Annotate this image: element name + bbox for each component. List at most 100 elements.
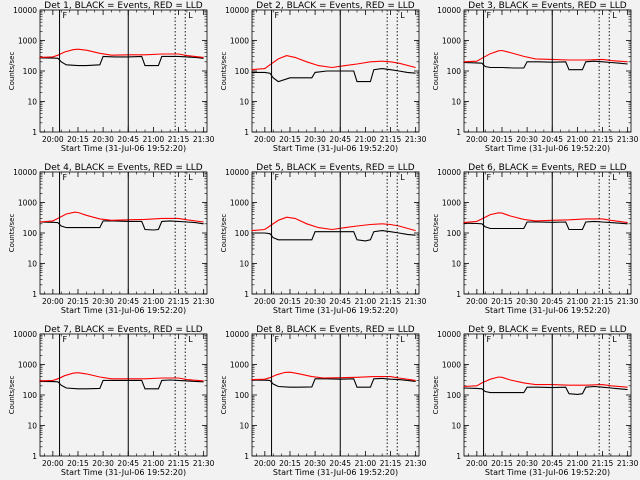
panel-det-7: Det 7, BLACK = Events, RED = LLD 1 10 100 10… — [8, 325, 215, 477]
y-tick-label: 1000 — [442, 37, 461, 46]
x-tick-label: 20:30 — [304, 459, 326, 468]
series-line-events — [39, 55, 204, 67]
x-axis-label: Start Time (31-Jul-06 19:52:20) — [485, 306, 610, 315]
x-tick-label: 21:15 — [592, 135, 614, 144]
x-tick-label: 21:15 — [592, 297, 614, 306]
marker-label: L — [188, 335, 193, 344]
x-tick-label: 20:00 — [254, 297, 276, 306]
panel-title: Det 9, BLACK = Events, RED = LLD — [468, 325, 627, 335]
series-line-lld — [39, 211, 204, 223]
x-tick-label: 20:45 — [541, 459, 563, 468]
y-tick-label: 100 — [23, 229, 38, 238]
x-tick-label: 21:00 — [567, 297, 589, 306]
x-tick-label: 21:30 — [405, 297, 427, 306]
x-tick-label: 20:00 — [466, 135, 488, 144]
y-tick-label: 10000 — [225, 168, 249, 177]
y-tick-label: 1000 — [18, 199, 37, 208]
x-tick-label: 20:00 — [466, 459, 488, 468]
x-tick-label: 20:45 — [117, 135, 139, 144]
marker-label: L — [612, 11, 617, 20]
series-line-lld — [463, 376, 628, 388]
y-tick-label: 10 — [239, 422, 249, 431]
panel-det-4: Det 4, BLACK = Events, RED = LLD 1 10 100 10… — [8, 163, 215, 315]
panel-title: Det 4, BLACK = Events, RED = LLD — [44, 163, 203, 173]
x-tick-label: 20:00 — [42, 135, 64, 144]
marker-label: L — [612, 173, 617, 182]
series-line-lld — [39, 372, 204, 382]
y-tick-label: 10000 — [13, 6, 37, 15]
panel-title: Det 5, BLACK = Events, RED = LLD — [256, 163, 415, 173]
y-axis-label: Counts/sec — [220, 52, 228, 91]
x-tick-label: 21:00 — [355, 297, 377, 306]
panel-det-5: Det 5, BLACK = Events, RED = LLD 1 10 100 10… — [220, 163, 427, 315]
y-tick-label: 10 — [451, 260, 461, 269]
y-tick-label: 10 — [451, 98, 461, 107]
x-tick-label: 20:45 — [541, 135, 563, 144]
y-tick-label: 1 — [244, 290, 249, 299]
y-tick-label: 1 — [456, 290, 461, 299]
plot-frame — [39, 171, 208, 295]
x-tick-label: 20:15 — [67, 459, 89, 468]
x-tick-label: 21:00 — [143, 297, 165, 306]
plot-frame — [251, 333, 420, 457]
y-tick-label: 100 — [447, 229, 462, 238]
x-tick-label: 21:30 — [617, 135, 639, 144]
x-tick-label: 20:15 — [491, 459, 513, 468]
y-tick-label: 10 — [27, 98, 37, 107]
x-tick-label: 20:45 — [329, 459, 351, 468]
y-axis-label: Counts/sec — [8, 376, 16, 415]
series-line-events — [251, 68, 416, 83]
series-line-events — [463, 220, 628, 231]
plot-frame — [39, 333, 208, 457]
x-tick-label: 20:45 — [329, 297, 351, 306]
series-line-lld — [251, 216, 416, 232]
y-tick-label: 100 — [235, 229, 250, 238]
series-line-lld — [251, 55, 416, 71]
panel-det-2: Det 2, BLACK = Events, RED = LLD 1 10 100 10… — [220, 1, 427, 153]
series-line-events — [251, 377, 416, 388]
y-tick-label: 10000 — [225, 330, 249, 339]
x-tick-label: 20:30 — [516, 459, 538, 468]
series-line-lld — [463, 212, 628, 224]
y-tick-label: 1 — [244, 128, 249, 137]
x-tick-label: 20:30 — [516, 297, 538, 306]
x-tick-label: 20:30 — [516, 135, 538, 144]
series-line-events — [463, 60, 628, 71]
marker-label: L — [400, 335, 405, 344]
y-axis-label: Counts/sec — [432, 52, 440, 91]
y-tick-label: 1000 — [442, 361, 461, 370]
x-tick-label: 21:00 — [143, 135, 165, 144]
panel-title: Det 3, BLACK = Events, RED = LLD — [468, 1, 627, 11]
series-line-lld — [39, 48, 204, 58]
y-tick-label: 10 — [27, 260, 37, 269]
x-tick-label: 21:15 — [168, 135, 190, 144]
x-tick-label: 20:15 — [279, 135, 301, 144]
y-tick-label: 1 — [244, 452, 249, 461]
x-tick-label: 21:00 — [355, 459, 377, 468]
panel-title: Det 2, BLACK = Events, RED = LLD — [256, 1, 415, 11]
y-axis-label: Counts/sec — [220, 214, 228, 253]
x-tick-label: 21:00 — [567, 459, 589, 468]
x-tick-label: 21:15 — [380, 459, 402, 468]
x-tick-label: 21:15 — [168, 297, 190, 306]
x-tick-label: 21:30 — [617, 459, 639, 468]
panel-title: Det 1, BLACK = Events, RED = LLD — [44, 1, 203, 11]
x-tick-label: 20:30 — [304, 297, 326, 306]
panel-title: Det 8, BLACK = Events, RED = LLD — [256, 325, 415, 335]
y-tick-label: 1000 — [230, 199, 249, 208]
series-line-lld — [251, 371, 416, 381]
x-axis-label: Start Time (31-Jul-06 19:52:20) — [273, 144, 398, 153]
x-tick-label: 20:00 — [254, 459, 276, 468]
y-tick-label: 10000 — [437, 330, 461, 339]
x-tick-label: 20:30 — [304, 135, 326, 144]
y-tick-label: 10 — [27, 422, 37, 431]
y-tick-label: 10000 — [437, 168, 461, 177]
marker-label: F — [487, 11, 492, 20]
marker-label: F — [487, 173, 492, 182]
x-tick-label: 20:30 — [92, 297, 114, 306]
y-tick-label: 10 — [239, 98, 249, 107]
y-tick-label: 1000 — [442, 199, 461, 208]
y-tick-label: 1000 — [230, 37, 249, 46]
y-tick-label: 100 — [23, 391, 38, 400]
